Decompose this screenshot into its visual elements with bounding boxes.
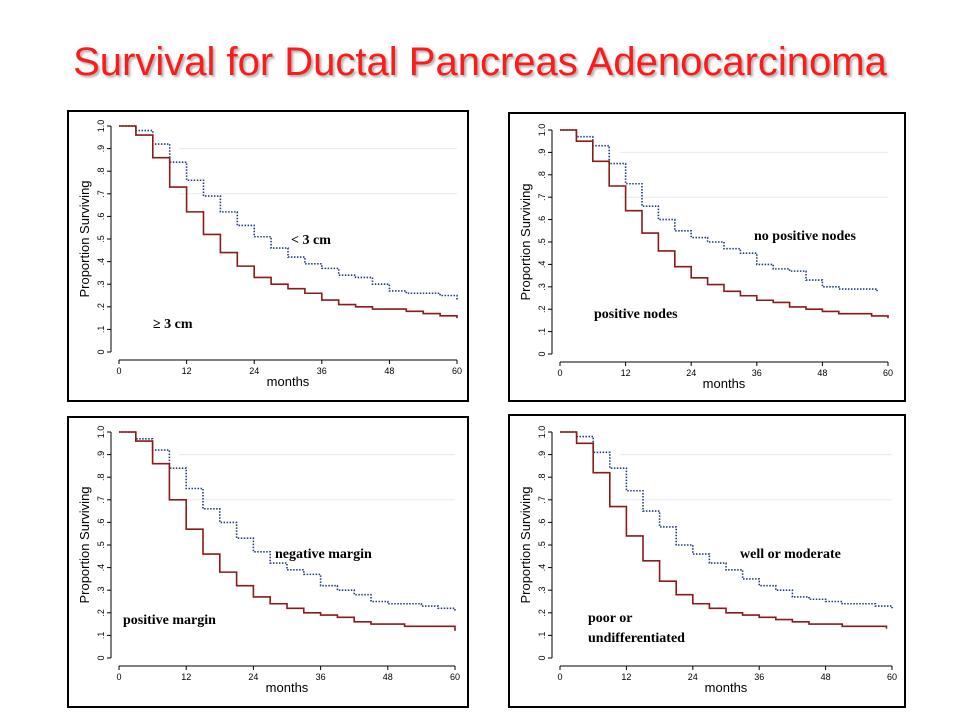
x-tick-label: 12	[181, 672, 191, 682]
y-tick-label: .2	[96, 609, 106, 617]
y-tick-label: .6	[96, 213, 106, 221]
y-tick-label: 0	[537, 351, 547, 356]
y-tick-label: .3	[96, 586, 106, 594]
slide-title: Survival for Ductal Pancreas Adenocarcin…	[73, 40, 887, 84]
x-tick-label: 48	[384, 366, 394, 376]
y-tick-label: .4	[537, 564, 547, 572]
y-tick-label: .1	[537, 632, 547, 640]
x-tick-label: 12	[621, 368, 631, 378]
curve-annotation: no positive nodes	[754, 229, 856, 244]
y-tick-label: .5	[96, 541, 106, 549]
y-axis-label: Proportion Surviving	[518, 486, 533, 603]
x-tick-label: 0	[557, 368, 562, 378]
x-tick-label: 12	[621, 672, 631, 682]
y-tick-label: .2	[96, 303, 106, 311]
y-tick-label: .8	[96, 167, 106, 175]
x-tick-label: 36	[754, 672, 764, 682]
survival-curve-upper	[119, 431, 456, 611]
y-tick-label: .1	[96, 326, 106, 334]
curve-annotation: ≥ 3 cm	[153, 317, 193, 332]
y-axis-label: Proportion Surviving	[77, 486, 92, 603]
survival-curve-upper	[119, 125, 458, 301]
y-tick-label: .7	[537, 496, 547, 504]
x-tick-label: 24	[249, 366, 259, 376]
x-tick-label: 24	[686, 368, 696, 378]
y-tick-label: .7	[96, 496, 106, 504]
y-tick-label: 1.0	[537, 124, 547, 137]
y-tick-label: .9	[537, 451, 547, 459]
x-tick-label: 36	[317, 366, 327, 376]
survival-curve-lower	[560, 431, 888, 629]
curve-annotation: < 3 cm	[291, 233, 331, 248]
y-tick-label: 1.0	[96, 426, 106, 439]
x-tick-label: 48	[383, 672, 393, 682]
survival-curve-lower	[560, 129, 889, 319]
y-tick-label: .7	[96, 190, 106, 198]
survival-curve-lower	[119, 431, 456, 631]
y-tick-label: .9	[537, 149, 547, 157]
y-tick-label: .3	[96, 280, 106, 288]
y-tick-label: 1.0	[537, 426, 547, 439]
x-tick-label: 60	[887, 672, 897, 682]
x-tick-label: 48	[817, 368, 827, 378]
x-tick-label: 0	[557, 672, 562, 682]
y-tick-label: .3	[537, 283, 547, 291]
y-tick-label: .4	[537, 261, 547, 269]
x-tick-label: 36	[316, 672, 326, 682]
y-tick-label: .5	[96, 235, 106, 243]
y-tick-label: .3	[537, 586, 547, 594]
y-tick-label: .9	[96, 451, 106, 459]
y-tick-label: .5	[537, 238, 547, 246]
survival-curve-upper	[560, 129, 878, 292]
x-tick-label: 60	[450, 672, 460, 682]
y-tick-label: .6	[537, 519, 547, 527]
y-tick-label: 0	[537, 655, 547, 660]
x-axis-label: months	[703, 376, 746, 391]
survival-curve-lower	[119, 125, 458, 319]
curve-annotation: positive margin	[123, 613, 216, 628]
x-axis-label: months	[705, 680, 748, 695]
x-tick-label: 24	[248, 672, 258, 682]
y-tick-label: .4	[96, 564, 106, 572]
y-tick-label: .9	[96, 145, 106, 153]
x-axis-label: months	[267, 374, 310, 389]
y-axis-label: Proportion Surviving	[77, 180, 92, 297]
y-tick-label: 0	[96, 655, 106, 660]
curve-annotation: well or moderate	[740, 547, 841, 562]
y-axis-label: Proportion Surviving	[518, 183, 533, 300]
x-tick-label: 60	[883, 368, 893, 378]
curve-annotation: poor or	[588, 611, 632, 626]
y-tick-label: .6	[537, 216, 547, 224]
x-tick-label: 0	[116, 366, 121, 376]
x-tick-label: 12	[182, 366, 192, 376]
chart-resection-margin: 0 .1 .2 .3 .4 .5 .6 .7 .8 .9 1.0 0 12 24 36 48 60 Proport…	[67, 416, 469, 708]
survival-curve-upper	[560, 431, 893, 609]
chart-differentiation: 0 .1 .2 .3 .4 .5 .6 .7 .8 .9 1.0 0 12 24 36 48 60 Proport…	[508, 414, 906, 708]
curve-annotation: positive nodes	[594, 307, 678, 322]
y-tick-label: .1	[537, 328, 547, 336]
x-tick-label: 24	[688, 672, 698, 682]
chart-lymph-nodes: 0 .1 .2 .3 .4 .5 .6 .7 .8 .9 1.0 0 12 24 36 48 60 Proport…	[508, 112, 906, 402]
curve-annotation: negative margin	[275, 547, 372, 562]
y-tick-label: .2	[537, 305, 547, 313]
y-tick-label: .8	[96, 473, 106, 481]
x-tick-label: 48	[821, 672, 831, 682]
y-tick-label: .1	[96, 632, 106, 640]
y-tick-label: .8	[537, 171, 547, 179]
y-tick-label: .2	[537, 609, 547, 617]
x-tick-label: 60	[452, 366, 462, 376]
y-tick-label: .7	[537, 193, 547, 201]
y-tick-label: 0	[96, 349, 106, 354]
y-tick-label: .8	[537, 473, 547, 481]
x-tick-label: 0	[116, 672, 121, 682]
y-tick-label: .6	[96, 519, 106, 527]
x-axis-label: months	[266, 680, 309, 695]
y-tick-label: .4	[96, 258, 106, 266]
y-tick-label: .5	[537, 541, 547, 549]
x-tick-label: 36	[752, 368, 762, 378]
curve-annotation: undifferentiated	[588, 631, 685, 646]
chart-tumor-size: 0 .1 .2 .3 .4 .5 .6 .7 .8 .9 1.0 0 12 24 36 48 60 Proport…	[67, 110, 469, 402]
y-tick-label: 1.0	[96, 120, 106, 133]
